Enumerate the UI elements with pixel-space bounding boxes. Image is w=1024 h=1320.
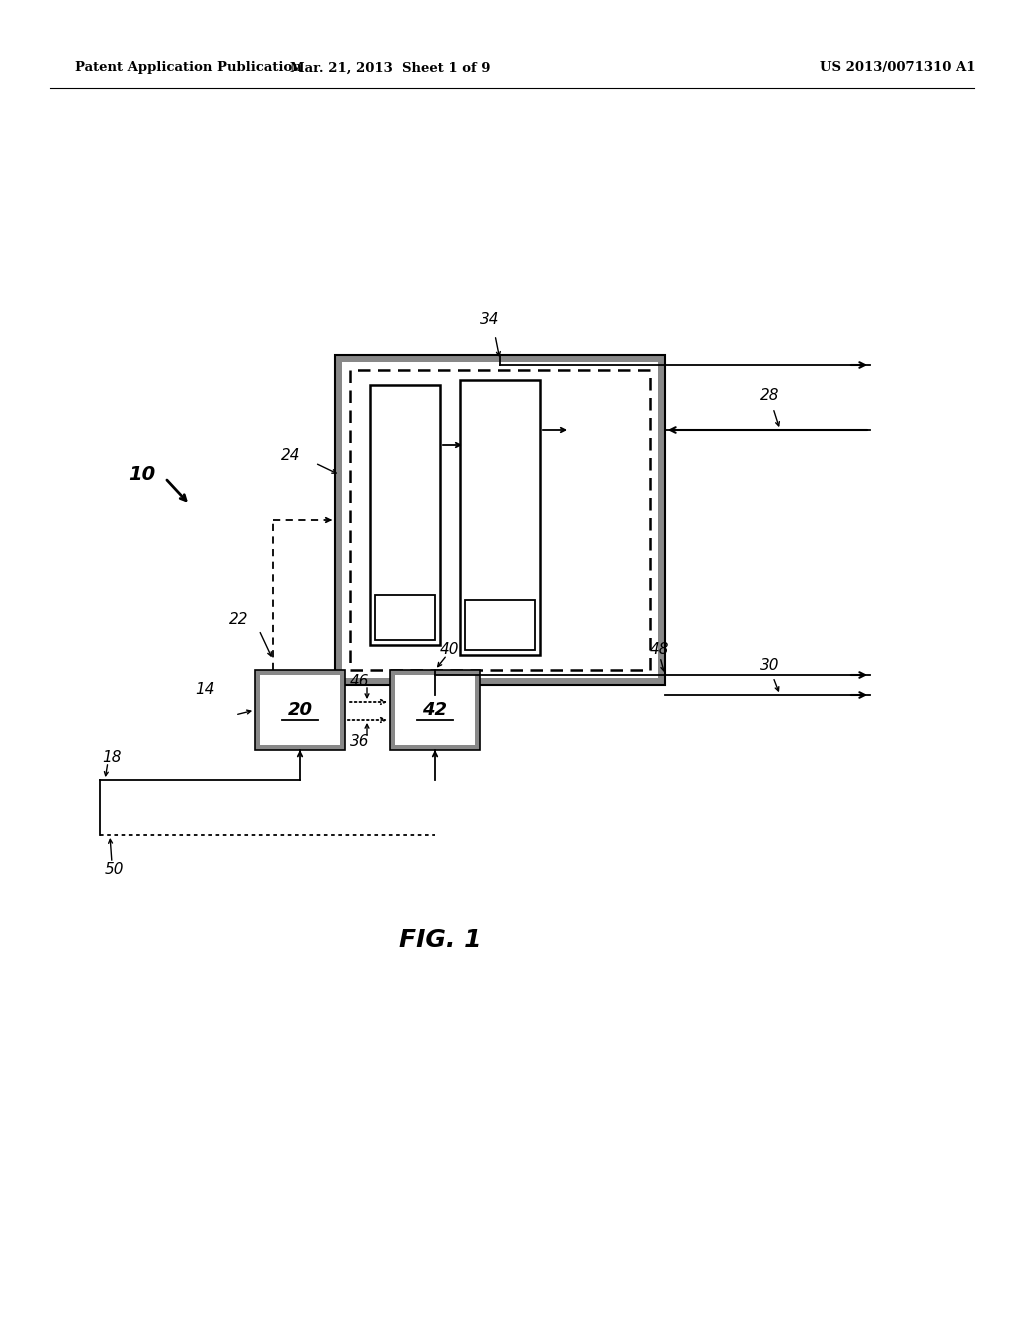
Bar (390, 671, 480, 750)
Text: 34: 34 (480, 313, 500, 327)
Text: 50: 50 (105, 862, 125, 878)
Bar (255, 671, 345, 750)
Text: 20: 20 (288, 701, 312, 719)
Bar (370, 385, 440, 645)
Bar (335, 355, 665, 685)
Bar (390, 671, 480, 750)
Text: Patent Application Publication: Patent Application Publication (75, 62, 302, 74)
Text: 28: 28 (760, 388, 779, 403)
Text: 42: 42 (423, 701, 447, 719)
Bar (460, 380, 540, 655)
Text: 30: 30 (760, 657, 779, 672)
Bar (375, 595, 435, 640)
Bar (335, 355, 665, 685)
Bar (350, 370, 650, 671)
Text: FIG. 1: FIG. 1 (398, 928, 481, 952)
Bar (255, 671, 345, 750)
Text: US 2013/0071310 A1: US 2013/0071310 A1 (820, 62, 976, 74)
Text: 22: 22 (228, 612, 248, 627)
Bar (260, 675, 340, 744)
Text: 36: 36 (350, 734, 370, 750)
Text: 48: 48 (650, 643, 670, 657)
Text: 10: 10 (128, 466, 155, 484)
Text: 24: 24 (281, 447, 300, 462)
Text: 14: 14 (196, 682, 215, 697)
Text: 18: 18 (102, 751, 122, 766)
Text: 40: 40 (440, 643, 460, 657)
Text: 46: 46 (350, 675, 370, 689)
Bar (465, 601, 535, 649)
Text: Mar. 21, 2013  Sheet 1 of 9: Mar. 21, 2013 Sheet 1 of 9 (290, 62, 490, 74)
Bar (342, 362, 658, 678)
Bar (395, 675, 475, 744)
